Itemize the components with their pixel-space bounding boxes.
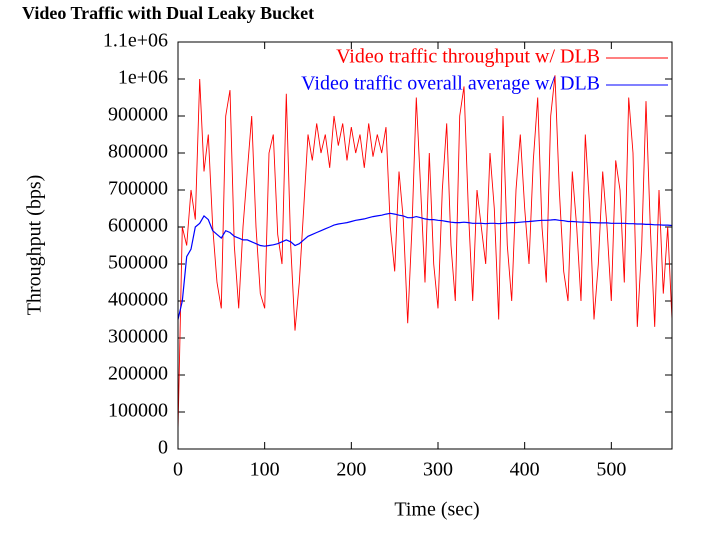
chart-title: Video Traffic with Dual Leaky Bucket (22, 3, 314, 23)
x-tick-label: 0 (173, 459, 183, 481)
y-tick-label: 500000 (108, 252, 168, 274)
y-tick-label: 1.1e+06 (103, 30, 168, 52)
series-line (177, 212, 673, 320)
y-tick-label: 400000 (108, 289, 168, 311)
x-tick-label: 500 (596, 459, 626, 481)
y-tick-label: 700000 (108, 178, 168, 200)
series-line (177, 75, 673, 431)
legend-label: Video traffic throughput w/ DLB (336, 46, 600, 68)
y-tick-label: 900000 (108, 104, 168, 126)
x-tick-label: 300 (423, 459, 453, 481)
y-tick-label: 100000 (108, 400, 168, 422)
x-axis-label: Time (sec) (394, 499, 479, 521)
y-tick-label: 300000 (108, 326, 168, 348)
y-tick-label: 200000 (108, 363, 168, 385)
y-tick-label: 0 (158, 437, 168, 459)
x-tick-label: 400 (510, 459, 540, 481)
legend-label: Video traffic overall average w/ DLB (301, 73, 600, 95)
y-tick-label: 800000 (108, 141, 168, 163)
y-tick-label: 600000 (108, 215, 168, 237)
x-tick-label: 100 (250, 459, 280, 481)
y-axis-label: Throughput (bps) (24, 175, 46, 316)
plot-frame (177, 41, 673, 450)
y-tick-label: 1e+06 (118, 67, 168, 89)
x-tick-label: 200 (336, 459, 366, 481)
